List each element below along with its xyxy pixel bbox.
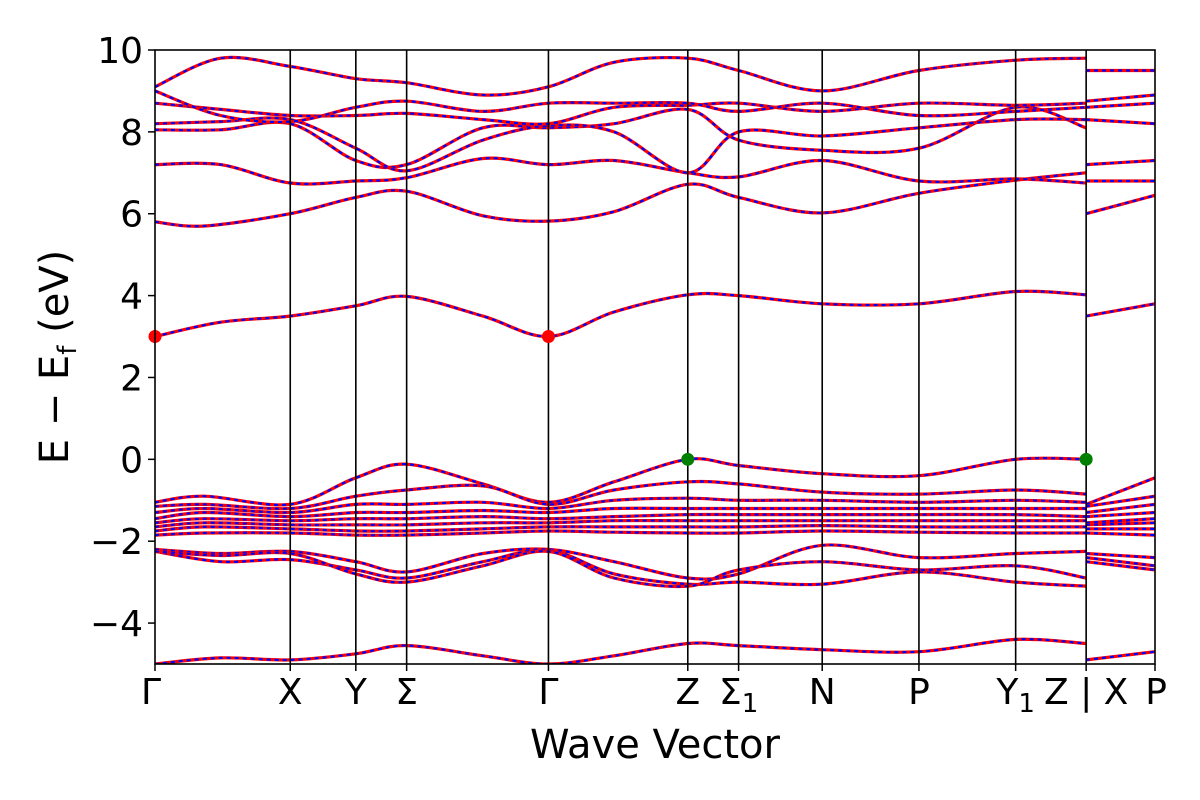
x-tick-label-9: Y1	[995, 672, 1035, 719]
y-axis-title-unit: (eV)	[32, 250, 78, 333]
y-axis-title-sub: f	[53, 345, 83, 355]
band-2-dashed	[155, 171, 1087, 228]
band-35-dashed	[1085, 556, 1155, 567]
x-tick-label-2: Y	[344, 672, 368, 713]
vbm-marker-0	[681, 452, 695, 466]
x-tick-label-6: Σ1	[719, 672, 758, 719]
y-axis-title-main: E − E	[32, 355, 78, 465]
band-1-dashed	[1085, 302, 1155, 318]
band-36-dashed	[155, 550, 1087, 588]
band-25-dashed	[1086, 517, 1155, 524]
plot-frame	[154, 49, 1156, 665]
band-21-dashed	[1085, 503, 1155, 514]
y-tick-label-2: 0	[120, 440, 143, 481]
band-4-dashed	[155, 157, 1087, 186]
band-37-dashed	[1085, 560, 1155, 571]
vbm-marker-1	[1079, 452, 1093, 466]
y-tick-label-1: −2	[90, 522, 143, 563]
x-tick-label-8: P	[908, 672, 930, 713]
y-tick-label-0: −4	[90, 604, 143, 645]
x-tick-label-7: N	[809, 672, 836, 713]
band-9-dashed	[1086, 118, 1155, 125]
x-tick-label-1: X	[278, 672, 303, 713]
x-axis-title: Wave Vector	[530, 722, 781, 768]
y-tick-label-4: 4	[120, 277, 143, 318]
band-11-dashed	[1085, 93, 1155, 103]
band-23-dashed	[1086, 511, 1155, 518]
y-axis: −4 −2 0 2 4 6 8 10	[90, 31, 155, 645]
x-tick-label-3: Σ	[395, 672, 418, 713]
cbm-marker-1	[541, 330, 555, 344]
band-13-dashed	[1086, 102, 1155, 109]
band-12-dashed	[155, 89, 1087, 124]
high-symmetry-lines	[289, 50, 1087, 664]
x-tick-label-5: Z	[675, 672, 700, 713]
y-axis-title: E − Ef (eV)	[32, 250, 83, 465]
band-0-dashed	[155, 290, 1087, 338]
band-27-dashed	[1086, 521, 1155, 526]
band-7-dashed	[1086, 159, 1155, 166]
band-17-solid	[1085, 476, 1155, 506]
x-tick-label-10: Z | X	[1044, 672, 1128, 713]
band-19-dashed	[1085, 495, 1155, 508]
band-39-dashed	[1085, 650, 1155, 661]
y-tick-label-7: 10	[97, 31, 143, 72]
x-axis: Γ X Y Σ Γ Z Σ1 N P Y1 Z | X P	[141, 664, 1167, 719]
y-tick-label-6: 8	[120, 113, 143, 154]
y-tick-label-5: 6	[120, 195, 143, 236]
x-tick-label-0: Γ	[141, 672, 161, 713]
y-tick-label-3: 2	[120, 358, 143, 399]
x-tick-label-11: P	[1145, 672, 1167, 713]
band-3-dashed	[1085, 194, 1155, 215]
band-14-solid	[155, 55, 1087, 97]
x-tick-label-4: Γ	[538, 672, 558, 713]
band-33-dashed	[1086, 552, 1155, 559]
band-8-dashed	[155, 116, 1087, 174]
band-31-dashed	[1086, 531, 1155, 537]
